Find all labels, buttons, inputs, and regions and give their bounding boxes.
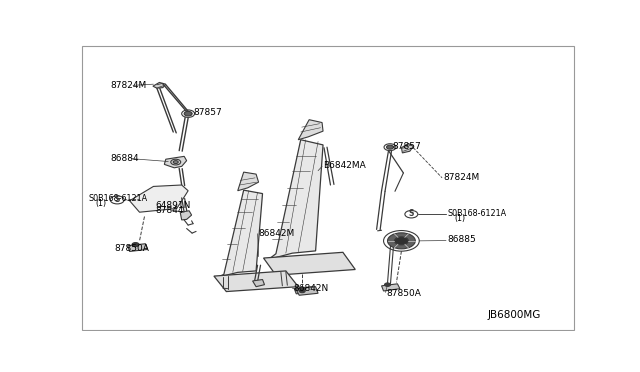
Text: 87857: 87857: [193, 108, 222, 117]
Text: 86842N: 86842N: [293, 284, 328, 293]
Circle shape: [173, 161, 178, 164]
Polygon shape: [401, 144, 413, 153]
Text: B6842MA: B6842MA: [323, 161, 366, 170]
Polygon shape: [298, 120, 323, 140]
Polygon shape: [153, 83, 166, 88]
Circle shape: [385, 283, 390, 286]
Polygon shape: [127, 244, 147, 251]
Polygon shape: [253, 279, 264, 287]
Polygon shape: [381, 284, 400, 291]
Polygon shape: [218, 190, 262, 277]
Polygon shape: [129, 185, 188, 212]
Polygon shape: [164, 156, 187, 168]
Text: 87857: 87857: [392, 142, 421, 151]
Text: S: S: [409, 209, 414, 218]
Text: 87850A: 87850A: [115, 244, 150, 253]
Polygon shape: [296, 287, 318, 295]
Text: (1): (1): [454, 214, 465, 223]
Text: S0B168-6121A: S0B168-6121A: [447, 209, 506, 218]
Text: 87844: 87844: [156, 206, 184, 215]
Circle shape: [300, 289, 305, 293]
Polygon shape: [214, 271, 298, 292]
Text: (1): (1): [95, 199, 106, 208]
Circle shape: [388, 233, 415, 249]
Text: 87824M: 87824M: [443, 173, 479, 182]
Circle shape: [394, 237, 408, 245]
Text: 87824M: 87824M: [111, 81, 147, 90]
Polygon shape: [294, 287, 314, 294]
Text: 87850A: 87850A: [387, 289, 421, 298]
Text: S: S: [115, 195, 120, 204]
Polygon shape: [180, 211, 191, 220]
Text: 86842M: 86842M: [259, 229, 295, 238]
Circle shape: [132, 243, 139, 247]
Circle shape: [301, 287, 306, 290]
Polygon shape: [237, 172, 259, 191]
Text: 86884: 86884: [111, 154, 140, 163]
Polygon shape: [264, 252, 355, 275]
Text: JB6800MG: JB6800MG: [488, 310, 541, 320]
Polygon shape: [269, 140, 323, 260]
Text: 64891N: 64891N: [156, 201, 191, 209]
Text: S0B168-6121A: S0B168-6121A: [89, 194, 148, 203]
Circle shape: [387, 145, 394, 149]
Circle shape: [184, 111, 192, 116]
Text: 86885: 86885: [447, 235, 476, 244]
